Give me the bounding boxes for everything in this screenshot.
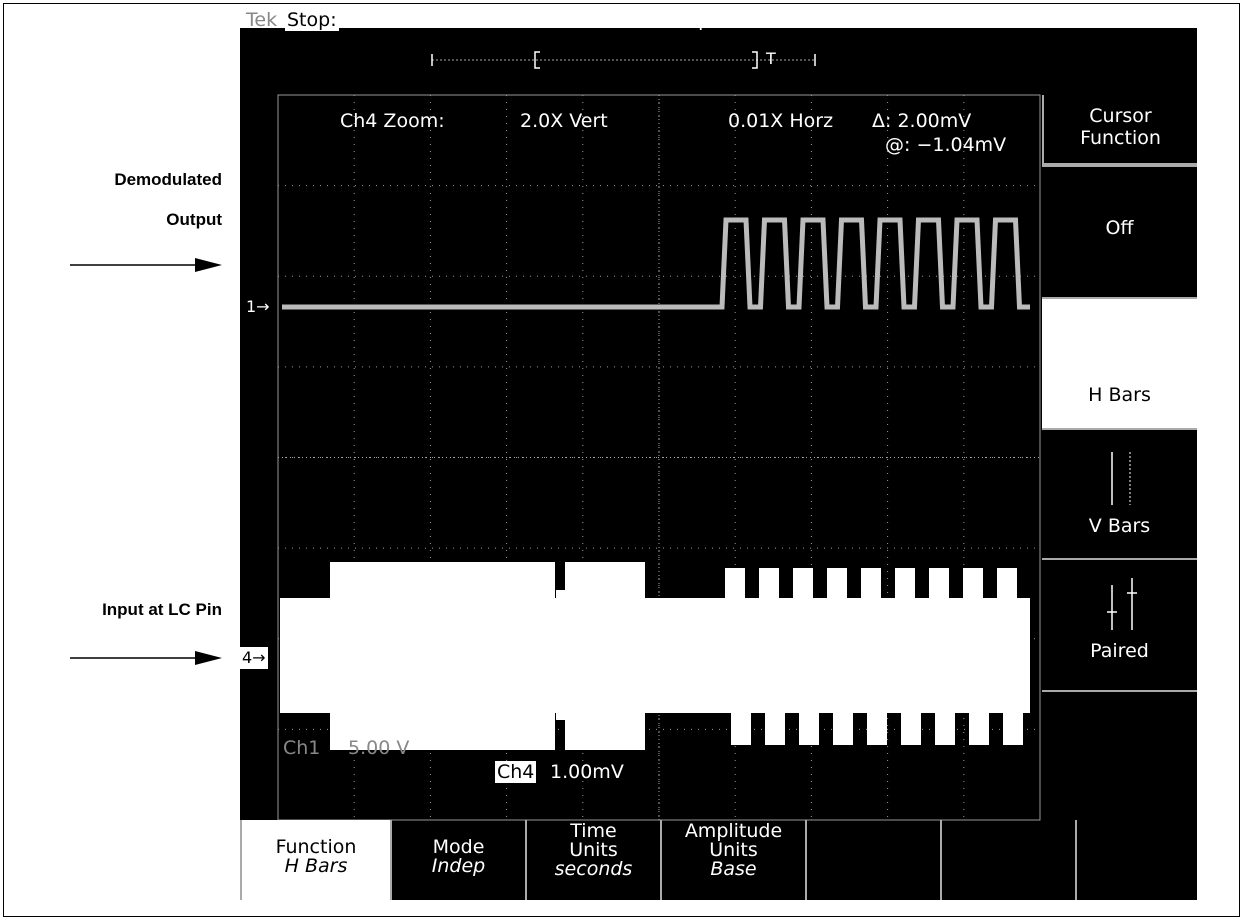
- menu-title-line: Function: [1044, 127, 1197, 149]
- menu-item: [1042, 690, 1197, 820]
- trigger-marker: T: [766, 48, 776, 70]
- ch4-burst: [929, 568, 949, 600]
- ch1-trace: [282, 220, 1030, 307]
- cursor-delta: Δ: 2.00mV: [872, 110, 971, 132]
- zoom-horz: 0.01X Horz: [728, 110, 833, 132]
- menu-title-line: Cursor: [1044, 105, 1197, 127]
- ch4-burst: [725, 568, 745, 600]
- ch4-burst: [793, 568, 813, 600]
- menu-item-label: Off: [1105, 217, 1133, 239]
- menu-item: Off: [1042, 165, 1197, 297]
- ch4-burst: [765, 710, 785, 745]
- page: Demodulated Output Input at LC Pin Tek S…: [0, 0, 1245, 922]
- ch4-burst: [731, 710, 751, 745]
- button-value: Indep: [392, 857, 525, 876]
- ch4-burst: [867, 710, 887, 745]
- menu-item: H Bars: [1042, 297, 1197, 428]
- ch4-burst: [969, 710, 989, 745]
- arrow-head: [195, 258, 222, 272]
- cursor-at: @: −1.04mV: [885, 134, 1006, 156]
- menu-item-label: H Bars: [1088, 384, 1151, 406]
- bottom-button: [805, 820, 940, 900]
- acq-state: Stop:: [285, 9, 339, 31]
- arrow-head: [195, 651, 222, 665]
- zoom-vert: 2.0X Vert: [520, 110, 608, 132]
- bottom-button: [1075, 820, 1197, 900]
- button-value: H Bars: [242, 857, 390, 876]
- ch4-burst: [901, 710, 921, 745]
- ch4-burst: [861, 568, 881, 600]
- ch4-burst: [997, 568, 1017, 600]
- ch4-label: Ch4: [495, 761, 536, 783]
- menu-item: Paired: [1042, 558, 1197, 690]
- ch1-label: Ch1: [283, 737, 320, 759]
- ch4-burst: [759, 568, 779, 600]
- button-value: seconds: [527, 860, 660, 879]
- channel-marker: 4→: [240, 647, 268, 669]
- channel-marker: 1→: [246, 296, 270, 318]
- ch4-burst: [895, 568, 915, 600]
- ch4-trace: [565, 562, 645, 750]
- ch4-burst: [963, 568, 983, 600]
- ch4-trace: [330, 562, 555, 750]
- zoom-label: Ch4 Zoom:: [340, 110, 445, 132]
- ch1-scale: 5.00 V: [348, 737, 409, 759]
- ch4-burst: [935, 710, 955, 745]
- brand: Tek: [246, 9, 277, 31]
- sample-rate: 2.50MS/s: [368, 9, 455, 31]
- menu-item-label: V Bars: [1089, 515, 1150, 537]
- button-value: Base: [662, 860, 805, 879]
- ch4-burst: [833, 710, 853, 745]
- ch4-burst: [827, 568, 847, 600]
- acquisitions: 1 Acqs: [650, 9, 713, 31]
- menu-item-label: Paired: [1090, 640, 1149, 662]
- ch4-trace: [556, 590, 565, 720]
- ch4-burst: [1003, 710, 1023, 745]
- menu-item: V Bars: [1042, 428, 1197, 558]
- ch4-burst: [799, 710, 819, 745]
- bottom-button: [940, 820, 1075, 900]
- ch4-scale: 1.00mV: [550, 761, 624, 783]
